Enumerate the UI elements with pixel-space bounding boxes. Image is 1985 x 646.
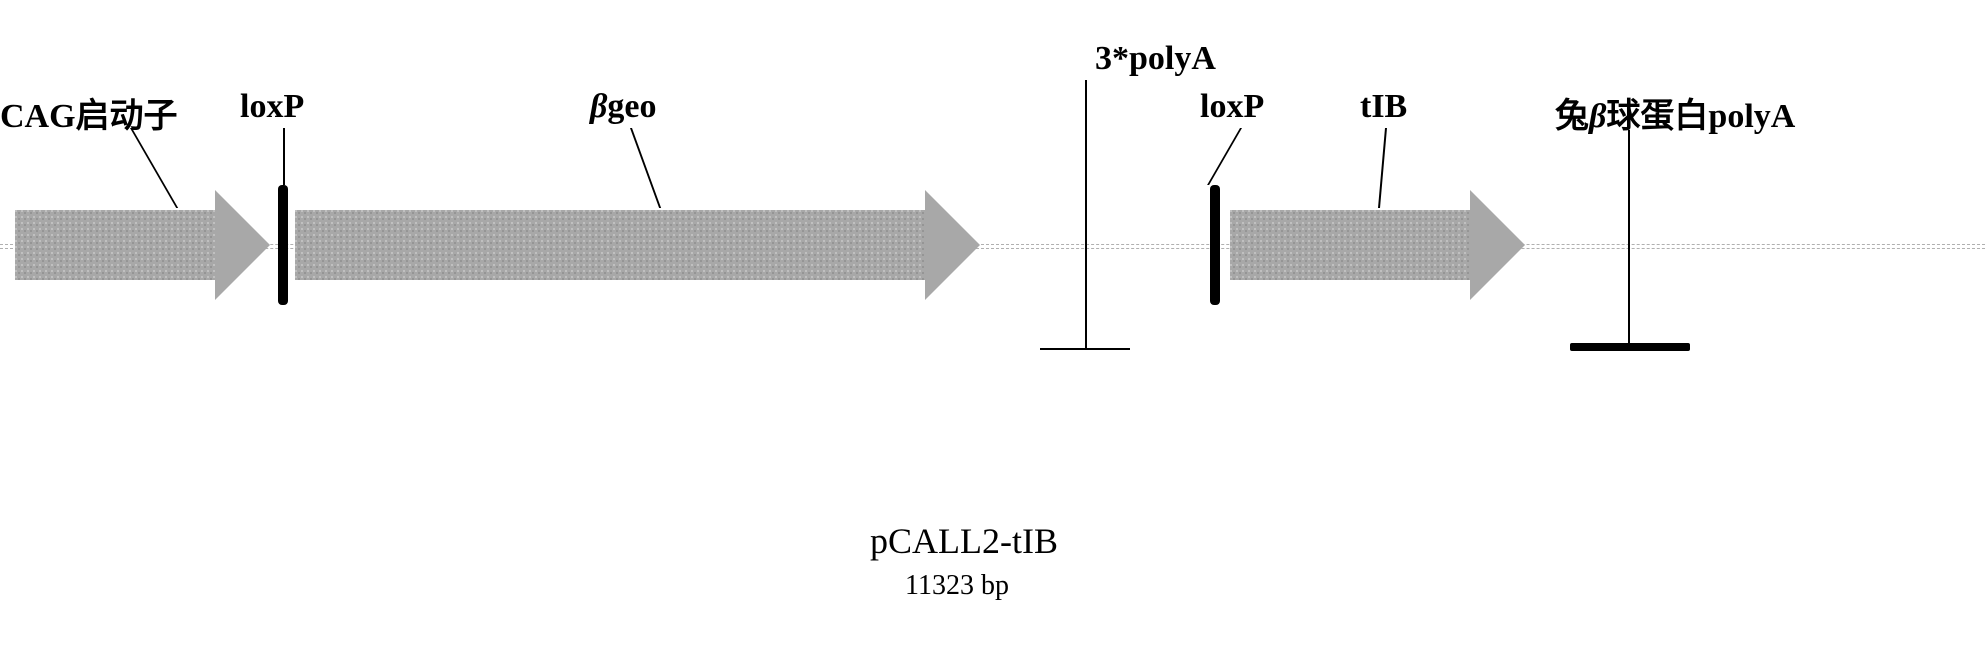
loxp2-label-leader <box>1207 128 1242 185</box>
diagram-canvas: CAG启动子 loxP βgeo 3*polyA loxP tIB 兔β球蛋白p… <box>0 0 1985 646</box>
loxp1-label-leader <box>283 128 285 185</box>
loxp-site-1 <box>278 185 288 305</box>
bgeo-cassette-arrow-head <box>925 190 980 300</box>
bgeo-label: βgeo <box>590 88 657 126</box>
bgeo-label-leader <box>630 128 661 208</box>
polyA3-label: 3*polyA <box>1095 40 1216 78</box>
bgeo-cassette-arrow <box>295 210 925 280</box>
loxp1-label: loxP <box>240 88 304 126</box>
bgeo-label-rest: geo <box>607 88 656 125</box>
cag-promoter-arrow-head <box>215 190 270 300</box>
rbg-polyA-label: 兔β球蛋白polyA <box>1555 88 1795 137</box>
tib-arrow-head <box>1470 190 1525 300</box>
construct-size: 11323 bp <box>905 570 1009 602</box>
cag-label-leader <box>130 128 178 208</box>
polyA-marker-tick <box>1040 348 1130 350</box>
polyA-marker-stem <box>1085 80 1087 350</box>
rbg-polyA-leader <box>1628 130 1630 345</box>
tib-label: tIB <box>1360 88 1407 126</box>
tib-label-leader <box>1378 128 1387 208</box>
loxp2-label: loxP <box>1200 88 1264 126</box>
rbg-polyA-bar <box>1570 343 1690 351</box>
loxp-site-2 <box>1210 185 1220 305</box>
cag-promoter-arrow <box>15 210 215 280</box>
construct-title: pCALL2-tIB <box>870 520 1058 562</box>
cag-promoter-label: CAG启动子 <box>0 88 178 137</box>
tib-arrow <box>1230 210 1470 280</box>
